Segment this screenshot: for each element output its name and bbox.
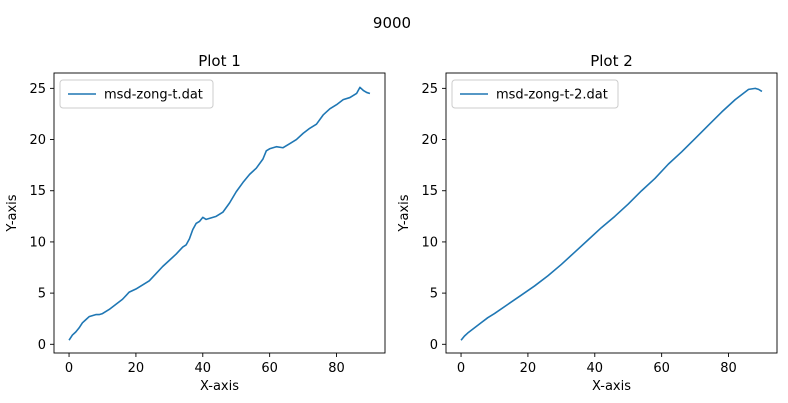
plot-1-y-tick-label-1: 5 [38,287,46,302]
plot-2-x-tick-label-3: 60 [653,361,670,376]
plot-1-x-tick-label-0: 0 [65,361,73,376]
plot-1-x-tick-label-2: 40 [195,361,212,376]
plot-1-y-tick-label-5: 25 [29,82,46,97]
plot-1-x-tick-label-1: 20 [128,361,145,376]
plot-2-axes-frame [445,72,778,354]
plot-2-y-tick-label-3: 15 [421,184,438,199]
plot-2-x-tick-label-0: 0 [457,361,465,376]
plot-2-x-tick-label-2: 40 [587,361,604,376]
plot-2-x-axis-label: X-axis [592,379,631,394]
plot-1-x-tick-label-4: 80 [328,361,345,376]
plot-1-legend-box [59,79,214,109]
plot-1-title: Plot 1 [198,52,241,70]
plot-2-y-tick-label-5: 25 [421,82,438,97]
plot-2-series-line-1 [460,87,763,341]
plot-1-y-tick-label-4: 20 [29,133,46,148]
plot-2-group: 0 20 40 60 80 0 5 10 15 20 25 Plot 2 X-axis Y-axis msd… [397,52,778,394]
plot-1-y-tick-label-0: 0 [38,338,46,353]
plot-2-y-tick-label-1: 5 [430,287,438,302]
plot-2-legend-label: msd-zong-t-2.dat [496,88,608,103]
plot-2-y-tick-label-2: 10 [421,235,438,250]
plot-2-y-tick-label-0: 0 [430,338,438,353]
plot-2-legend-box [451,79,619,109]
plot-2-y-axis-label: Y-axis [397,194,412,232]
plot-1-y-tick-label-3: 15 [29,184,46,199]
plot-1-group: 0 20 40 60 80 0 5 10 15 20 25 Plot 1 X-axis Y-axis msd… [5,52,386,394]
figure-suptitle: 9000 [373,14,411,32]
plot-1-legend-label: msd-zong-t.dat [104,88,203,103]
plot-2-x-tick-label-4: 80 [720,361,737,376]
plot-1-series-line-1 [68,86,371,341]
plot-1-axes-frame [53,72,386,354]
plot-2-y-tick-label-4: 20 [421,133,438,148]
plot-2-x-tick-label-1: 20 [520,361,537,376]
plot-1-x-tick-label-3: 60 [261,361,278,376]
plot-2-title: Plot 2 [590,52,633,70]
plot-1-x-axis-label: X-axis [200,379,239,394]
plot-1-y-tick-label-2: 10 [29,235,46,250]
plot-1-y-axis-label: Y-axis [5,194,20,232]
